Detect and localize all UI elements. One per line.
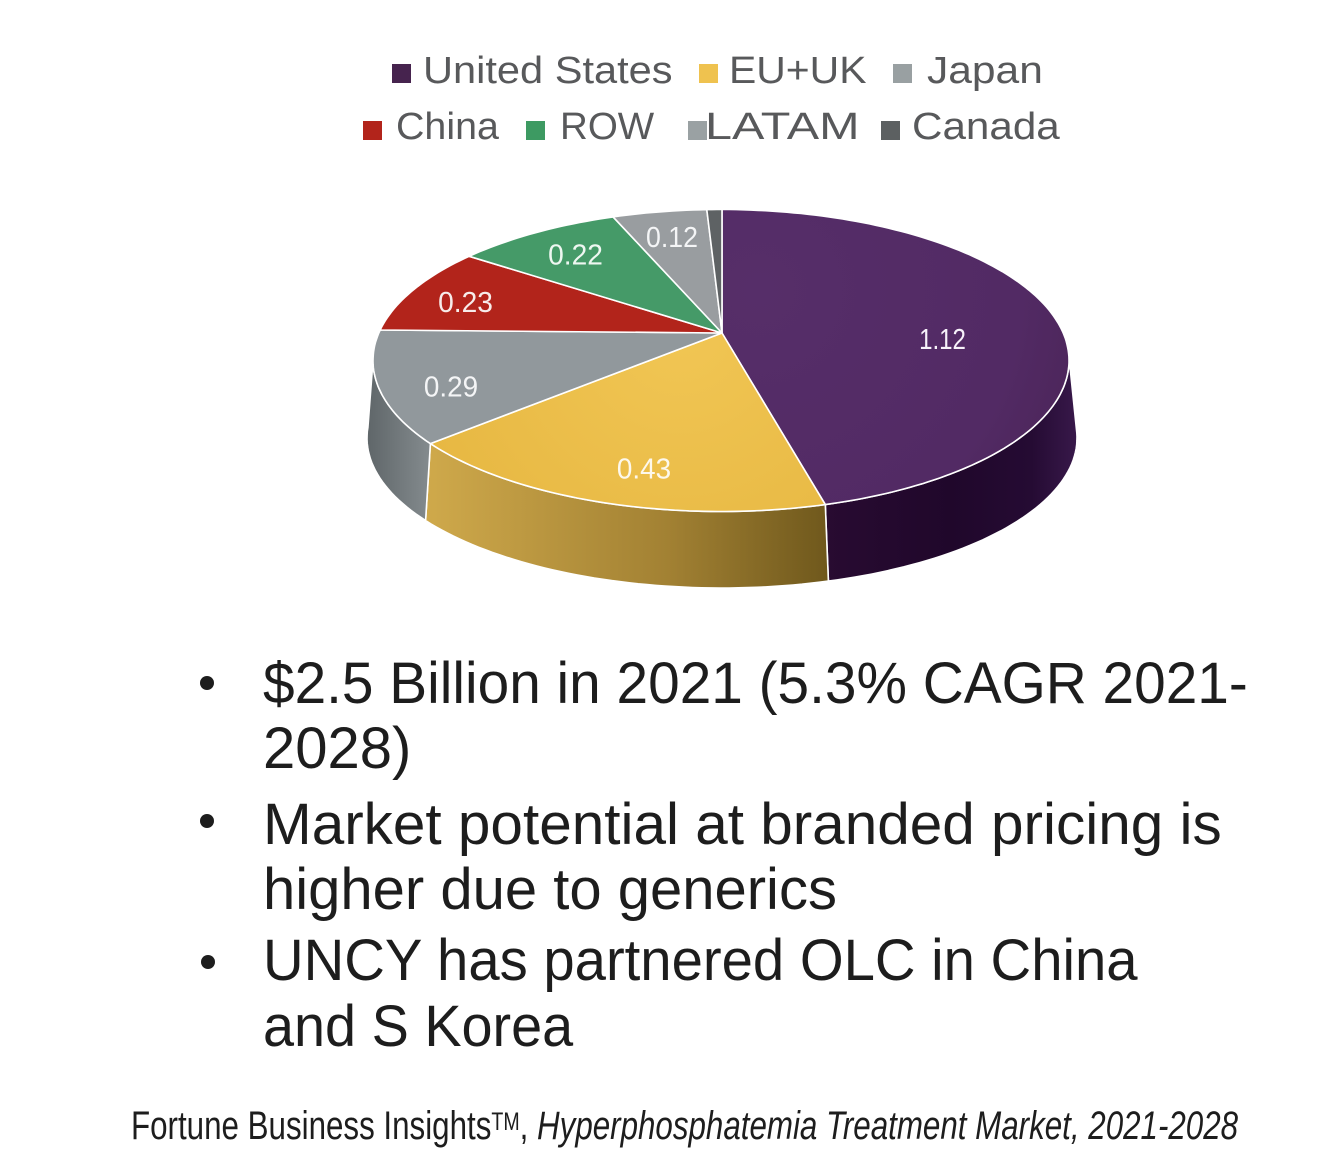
svg-text:0.22: 0.22: [548, 239, 603, 271]
svg-text:0.43: 0.43: [617, 453, 671, 486]
svg-text:0.23: 0.23: [438, 287, 493, 319]
svg-text:0.12: 0.12: [646, 221, 698, 253]
svg-text:0.29: 0.29: [424, 371, 478, 404]
svg-text:1.12: 1.12: [919, 323, 966, 356]
